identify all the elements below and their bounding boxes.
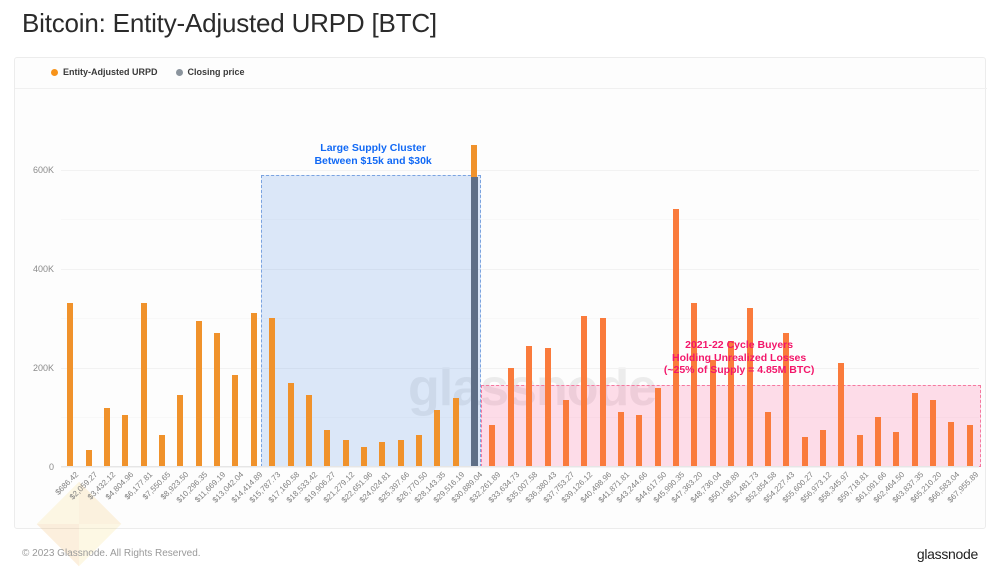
bar[interactable] <box>617 412 624 467</box>
bar[interactable] <box>507 367 514 467</box>
gridline <box>61 367 979 369</box>
legend-divider <box>15 88 987 89</box>
annotation-blue: Large Supply Cluster Between $15k and $30… <box>314 142 431 167</box>
bar[interactable] <box>783 333 790 467</box>
bar[interactable] <box>379 442 386 467</box>
y-axis-tick-label: 600K <box>32 164 54 175</box>
y-axis-tick-label: 0 <box>48 462 54 472</box>
bar[interactable] <box>305 395 312 467</box>
y-axis-tick-label: 400K <box>32 263 54 274</box>
chart-card: Entity-Adjusted URPD Closing price glass… <box>14 57 987 567</box>
bar[interactable] <box>397 439 404 467</box>
gridline-minor <box>61 219 979 221</box>
page-title: Bitcoin: Entity-Adjusted URPD [BTC] <box>22 8 437 38</box>
bar[interactable] <box>526 345 533 467</box>
bar[interactable] <box>948 422 955 467</box>
bar[interactable] <box>214 333 221 467</box>
x-axis-labels: $686.42 $2,059.27 $3,432.12 $4,804.96 $6,177… <box>54 470 980 550</box>
bar[interactable] <box>122 414 129 467</box>
gridline-minor <box>61 417 979 419</box>
bar[interactable] <box>324 429 331 467</box>
bar[interactable] <box>819 429 826 467</box>
legend-dot-orange-icon <box>51 68 58 76</box>
bar[interactable] <box>544 348 551 467</box>
bar[interactable] <box>599 318 606 467</box>
annotation-line: Large Supply Cluster <box>320 142 426 154</box>
bar[interactable] <box>489 424 496 467</box>
bar[interactable] <box>342 439 349 467</box>
bar[interactable] <box>232 375 239 467</box>
annotation-line: Holding Unrealized Losses <box>672 351 807 364</box>
shaded-zone-blue <box>260 175 482 467</box>
glassnode-brand: glassnode <box>916 546 978 562</box>
bar[interactable] <box>269 318 276 467</box>
bar[interactable] <box>562 400 569 467</box>
bar[interactable] <box>764 412 771 467</box>
bar[interactable] <box>195 320 202 467</box>
bar[interactable] <box>581 315 588 467</box>
bar[interactable] <box>654 387 661 467</box>
gridline <box>61 169 979 171</box>
bar[interactable] <box>746 308 753 467</box>
legend-label-urpd: Entity-Adjusted URPD <box>63 67 158 77</box>
glassnode-watermark-logo-icon <box>36 481 122 567</box>
bar[interactable] <box>103 407 110 467</box>
bar[interactable] <box>250 313 257 467</box>
legend-label-closing-price: Closing price <box>187 67 245 77</box>
bar[interactable] <box>856 434 863 467</box>
bar[interactable] <box>875 417 882 467</box>
bar[interactable] <box>893 432 900 467</box>
bar[interactable] <box>673 209 680 467</box>
bar[interactable] <box>728 340 735 467</box>
bar[interactable] <box>85 449 92 467</box>
annotation-line: 2021-22 Cycle Buyers <box>685 339 794 352</box>
bar[interactable] <box>287 382 294 467</box>
copyright-text: © 2023 Glassnode. All Rights Reserved. <box>22 548 201 559</box>
bar[interactable] <box>140 303 147 467</box>
bar[interactable] <box>709 360 716 467</box>
bar[interactable] <box>966 424 973 467</box>
gridline-minor <box>61 318 979 320</box>
bar[interactable] <box>434 410 441 467</box>
bar[interactable] <box>67 303 74 467</box>
bar[interactable] <box>838 362 845 467</box>
bar[interactable] <box>636 414 643 467</box>
y-axis-tick-label: 200K <box>32 362 54 373</box>
gridline <box>61 268 979 270</box>
bar[interactable] <box>801 437 808 467</box>
legend-dot-gray-icon <box>175 68 183 76</box>
chart-legend: Entity-Adjusted URPD Closing price <box>51 67 245 77</box>
bar[interactable] <box>691 303 698 467</box>
bar[interactable] <box>360 447 367 467</box>
annotation-line: Between $15k and $30k <box>314 154 432 167</box>
bar[interactable] <box>177 395 184 467</box>
bar[interactable] <box>911 392 918 467</box>
bar[interactable] <box>158 434 165 467</box>
gridline <box>61 467 979 468</box>
annotation-line: (~25% of Supply = 4.85M BTC) <box>663 364 815 377</box>
closing-price-marker-bar[interactable] <box>470 177 478 467</box>
bar[interactable] <box>416 434 423 467</box>
annotation-pink: 2021-22 Cycle Buyers Holding Unrealized L… <box>664 339 815 377</box>
legend-item-urpd[interactable]: Entity-Adjusted URPD <box>51 67 158 77</box>
x-axis-line <box>61 466 979 467</box>
bars-layer <box>61 120 979 467</box>
legend-item-closing-price[interactable]: Closing price <box>175 67 245 77</box>
bar[interactable] <box>452 397 459 467</box>
bar[interactable] <box>930 400 937 467</box>
